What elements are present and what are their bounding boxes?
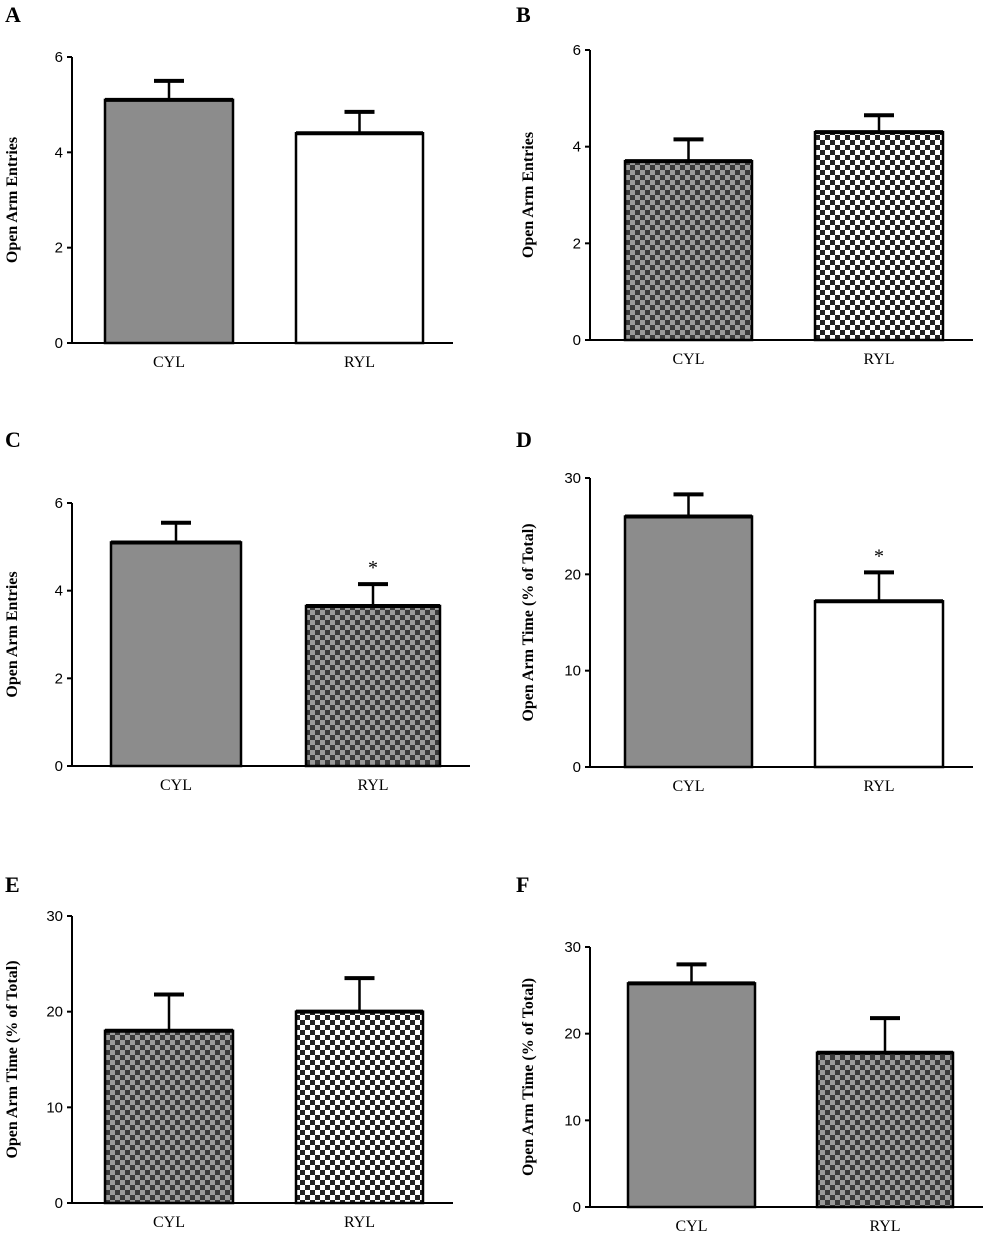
bar-cyl	[626, 982, 757, 1209]
y-tick-label: 0	[573, 759, 581, 776]
y-axis-label: Open Arm Time (% of Total)	[520, 978, 537, 1176]
y-axis-label: Open Arm Time (% of Total)	[520, 523, 537, 721]
y-axis-label: Open Arm Time (% of Total)	[4, 960, 21, 1158]
y-tick-label: 0	[55, 1195, 63, 1212]
bar-ryl	[294, 132, 425, 345]
bar-cyl	[103, 98, 235, 345]
significance-marker: *	[874, 545, 884, 567]
chart-panel-f: F 0 10 20 30 Open Arm Time (% of Total) CYL RYL	[516, 872, 983, 1235]
x-tick-label: CYL	[153, 354, 185, 371]
chart-panel-e: E 0 10 20 30 Open Arm Time (% of Total) CYL RYL	[4, 872, 453, 1231]
bar-ryl	[813, 600, 945, 769]
y-tick-label: 4	[573, 139, 581, 156]
y-tick-label: 0	[55, 335, 63, 352]
chart-panel-c: C 0 2 4 6 Open Arm Entries CYL RYL *	[4, 427, 470, 794]
y-axis-label: Open Arm Entries	[4, 137, 21, 263]
x-tick-label: RYL	[344, 1214, 375, 1231]
x-tick-label: RYL	[869, 1218, 900, 1235]
bar-ryl	[815, 1051, 955, 1209]
y-tick-label: 0	[573, 332, 581, 349]
bar-cyl	[623, 515, 754, 769]
x-tick-label: CYL	[153, 1214, 185, 1231]
y-axis-label: Open Arm Entries	[4, 571, 21, 697]
y-tick-label: 20	[46, 1004, 63, 1021]
chart-panel-a: A 0 2 4 6 Open Arm Entries CYL RYL	[4, 2, 453, 371]
x-tick-label: CYL	[673, 778, 705, 795]
panel-letter: A	[5, 2, 21, 27]
x-tick-label: CYL	[673, 351, 705, 368]
y-tick-label: 30	[564, 470, 581, 487]
y-tick-label: 10	[564, 663, 581, 680]
chart-panel-b: B 0 2 4 6 Open Arm Entries CYL RYL	[516, 2, 973, 368]
x-tick-label: CYL	[160, 777, 192, 794]
y-tick-label: 4	[55, 583, 63, 600]
panel-letter: C	[5, 427, 21, 452]
x-tick-label: RYL	[357, 777, 388, 794]
y-tick-label: 10	[564, 1112, 581, 1129]
bar-cyl	[109, 541, 243, 768]
y-tick-label: 2	[573, 235, 581, 252]
x-tick-label: CYL	[676, 1218, 708, 1235]
y-tick-label: 30	[46, 908, 63, 925]
chart-panel-d: D 0 10 20 30 Open Arm Time (% of Total) CYL RYL…	[516, 427, 973, 795]
y-tick-label: 2	[55, 240, 63, 257]
y-tick-label: 6	[573, 42, 581, 59]
bar-cyl	[623, 159, 754, 342]
bar-cyl	[103, 1029, 235, 1205]
panel-letter: D	[516, 427, 532, 452]
panel-letter: F	[516, 872, 529, 897]
y-tick-label: 6	[55, 49, 63, 66]
x-tick-label: RYL	[863, 778, 894, 795]
y-tick-label: 0	[55, 758, 63, 775]
y-axis-label: Open Arm Entries	[520, 132, 537, 258]
y-tick-label: 10	[46, 1099, 63, 1116]
x-tick-label: RYL	[344, 354, 375, 371]
y-tick-label: 0	[573, 1199, 581, 1216]
y-tick-label: 2	[55, 670, 63, 687]
panel-letter: E	[5, 872, 20, 897]
y-tick-label: 20	[564, 566, 581, 583]
y-tick-label: 20	[564, 1026, 581, 1043]
significance-marker: *	[368, 557, 378, 579]
panel-letter: B	[516, 2, 531, 27]
bar-ryl	[813, 130, 945, 342]
y-tick-label: 30	[564, 939, 581, 956]
y-tick-label: 4	[55, 144, 63, 161]
y-tick-label: 6	[55, 495, 63, 512]
x-tick-label: RYL	[863, 351, 894, 368]
bar-ryl	[294, 1010, 425, 1205]
bar-ryl	[304, 604, 442, 768]
